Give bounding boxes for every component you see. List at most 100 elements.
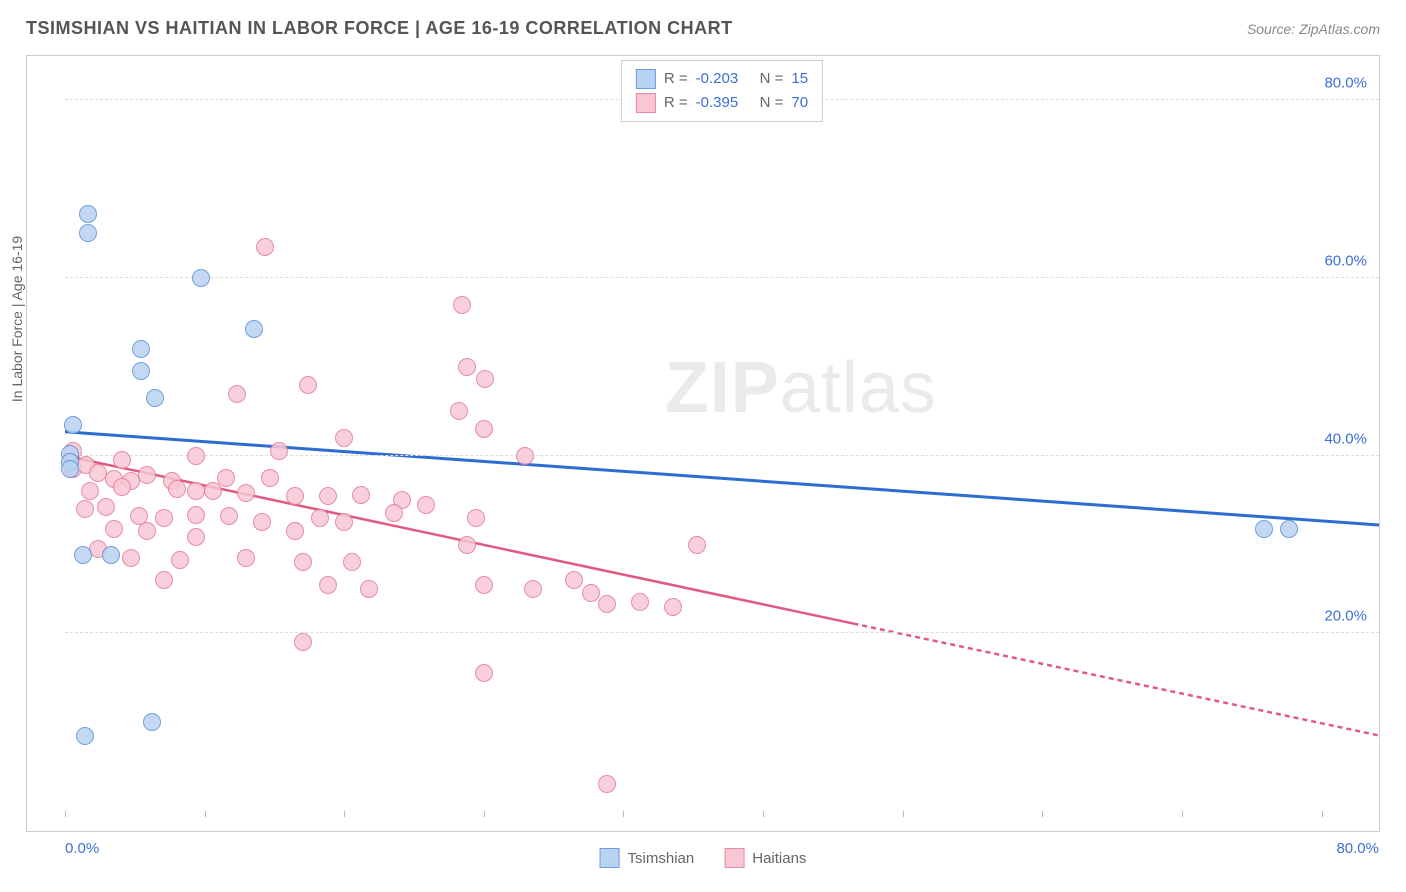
haitians-point (220, 507, 238, 525)
haitians-point (385, 504, 403, 522)
haitians-point (352, 486, 370, 504)
haitians-point (81, 482, 99, 500)
tsimshian-point (79, 224, 97, 242)
haitians-point (187, 506, 205, 524)
legend-swatch (724, 848, 744, 868)
trend-lines (65, 56, 1379, 811)
haitians-point (467, 509, 485, 527)
legend-r-label: R = (664, 91, 688, 115)
haitians-point (664, 598, 682, 616)
haitians-point (582, 584, 600, 602)
legend-n-label: N = (760, 67, 784, 91)
tsimshian-point (143, 713, 161, 731)
x-tick (205, 811, 206, 817)
correlation-legend: R = -0.203 N = 15R =-0.395N =70 (621, 60, 823, 122)
haitians-point (171, 551, 189, 569)
tsimshian-point (146, 389, 164, 407)
legend-row: R =-0.395N =70 (636, 91, 808, 115)
x-tick (1042, 811, 1043, 817)
plot-area: ZIPatlas R = -0.203 N = 15R =-0.395N =70 20… (65, 56, 1379, 811)
gridline (65, 277, 1379, 278)
legend-label: Haitians (752, 850, 806, 867)
haitians-point (168, 480, 186, 498)
haitians-point (294, 553, 312, 571)
y-tick-label: 60.0% (1324, 253, 1367, 270)
haitians-point (217, 469, 235, 487)
haitians-point (253, 513, 271, 531)
x-tick (1182, 811, 1183, 817)
tsimshian-point (102, 546, 120, 564)
haitians-point (256, 238, 274, 256)
chart-title: TSIMSHIAN VS HAITIAN IN LABOR FORCE | AG… (26, 18, 733, 39)
gridline (65, 632, 1379, 633)
haitians-point (516, 447, 534, 465)
legend-swatch (636, 69, 656, 89)
legend-r-value: -0.203 (696, 67, 752, 91)
tsimshian-point (1280, 520, 1298, 538)
y-tick-label: 20.0% (1324, 608, 1367, 625)
chart-header: TSIMSHIAN VS HAITIAN IN LABOR FORCE | AG… (26, 18, 1380, 39)
haitians-point (458, 536, 476, 554)
haitians-point (237, 549, 255, 567)
haitians-point (598, 595, 616, 613)
haitians-point (138, 522, 156, 540)
haitians-point (475, 576, 493, 594)
x-tick (65, 811, 66, 817)
haitians-point (138, 466, 156, 484)
y-tick-label: 80.0% (1324, 75, 1367, 92)
haitians-point (261, 469, 279, 487)
haitians-point (319, 576, 337, 594)
haitians-point (187, 528, 205, 546)
x-axis-label-left: 0.0% (65, 840, 99, 857)
haitians-point (187, 482, 205, 500)
haitians-point (598, 775, 616, 793)
tsimshian-point (74, 546, 92, 564)
chart-source: Source: ZipAtlas.com (1247, 21, 1380, 37)
legend-row: R = -0.203 N = 15 (636, 67, 808, 91)
haitians-point (335, 513, 353, 531)
haitians-point (286, 522, 304, 540)
y-axis-title: In Labor Force | Age 16-19 (9, 235, 25, 401)
haitians-point (237, 484, 255, 502)
x-tick (763, 811, 764, 817)
haitians-point (475, 420, 493, 438)
tsimshian-point (245, 320, 263, 338)
haitians-point (113, 478, 131, 496)
legend-swatch (600, 848, 620, 868)
legend-r-label: R = (664, 67, 688, 91)
tsimshian-point (76, 727, 94, 745)
x-tick (484, 811, 485, 817)
haitians-point (417, 496, 435, 514)
legend-n-value: 15 (791, 67, 808, 91)
chart-container: In Labor Force | Age 16-19 ZIPatlas R =-… (26, 55, 1380, 832)
haitians-point (187, 447, 205, 465)
x-tick (623, 811, 624, 817)
haitians-point (319, 487, 337, 505)
haitians-point (311, 509, 329, 527)
haitians-point (294, 633, 312, 651)
tsimshian-point (61, 460, 79, 478)
haitians-point (453, 296, 471, 314)
series-legend: Tsimshian Haitians (600, 848, 807, 868)
tsimshian-point (64, 416, 82, 434)
legend-label: Tsimshian (628, 850, 695, 867)
haitians-point (76, 500, 94, 518)
watermark: ZIPatlas (665, 347, 937, 429)
x-tick (1322, 811, 1323, 817)
tsimshian-point (1255, 520, 1273, 538)
legend-item: Tsimshian (600, 848, 695, 868)
haitians-point (97, 498, 115, 516)
haitians-point (155, 509, 173, 527)
tsimshian-point (132, 362, 150, 380)
haitians-point (335, 429, 353, 447)
gridline (65, 455, 1379, 456)
x-tick (344, 811, 345, 817)
haitians-point (631, 593, 649, 611)
x-tick (903, 811, 904, 817)
haitians-point (270, 442, 288, 460)
haitians-point (105, 520, 123, 538)
legend-swatch (636, 93, 656, 113)
haitians-point (155, 571, 173, 589)
haitians-point (122, 549, 140, 567)
legend-n-value: 70 (791, 91, 808, 115)
